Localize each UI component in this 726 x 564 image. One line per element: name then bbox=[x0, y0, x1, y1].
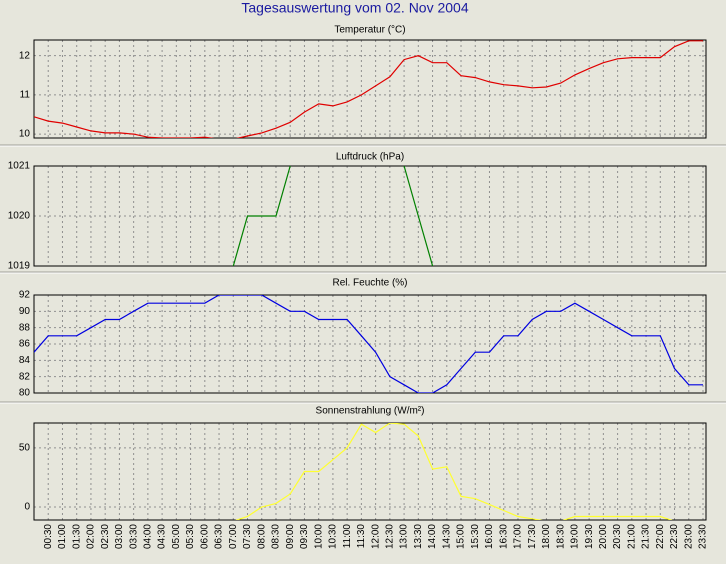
x-tick-label: 00:30 bbox=[43, 524, 54, 549]
x-tick-label: 15:00 bbox=[456, 524, 467, 549]
x-tick-label: 05:00 bbox=[171, 524, 182, 549]
y-tick-label: 86 bbox=[19, 339, 31, 350]
y-tick-label: 90 bbox=[19, 306, 31, 317]
plot-frame bbox=[33, 39, 707, 139]
y-tick-label: 10 bbox=[19, 129, 31, 140]
x-tick-label: 16:00 bbox=[484, 524, 495, 549]
x-tick-label: 16:30 bbox=[498, 524, 509, 549]
x-tick-label: 03:00 bbox=[114, 524, 125, 549]
y-tick-label: 84 bbox=[19, 355, 31, 366]
x-tick-label: 23:00 bbox=[683, 524, 694, 549]
x-tick-label: 07:30 bbox=[242, 524, 253, 549]
x-tick-label: 12:30 bbox=[384, 524, 395, 549]
panel-title: Sonnenstrahlung (W/m²) bbox=[316, 406, 425, 417]
y-tick-label: 82 bbox=[19, 371, 31, 382]
x-tick-label: 17:00 bbox=[513, 524, 524, 549]
data-line bbox=[34, 295, 703, 393]
x-tick-label: 12:00 bbox=[370, 524, 381, 549]
y-tick-label: 11 bbox=[20, 90, 31, 101]
x-tick-label: 06:00 bbox=[199, 524, 210, 549]
x-tick-label: 02:30 bbox=[100, 524, 111, 549]
x-tick-label: 01:30 bbox=[71, 524, 82, 549]
x-tick-label: 04:30 bbox=[157, 524, 168, 549]
x-tick-label: 01:00 bbox=[57, 524, 68, 549]
x-tick-label: 10:00 bbox=[313, 524, 324, 549]
x-tick-label: 08:00 bbox=[256, 524, 267, 549]
x-tick-label: 02:00 bbox=[86, 524, 97, 549]
y-tick-label: 50 bbox=[19, 442, 31, 453]
x-tick-label: 19:30 bbox=[584, 524, 595, 549]
x-tick-label: 17:30 bbox=[527, 524, 538, 549]
y-tick-label: 92 bbox=[19, 290, 31, 301]
y-tick-label: 1020 bbox=[8, 211, 31, 222]
x-tick-label: 21:30 bbox=[641, 524, 652, 549]
main-title: Tagesauswertung vom 02. Nov 2004 bbox=[241, 0, 468, 16]
x-tick-label: 20:30 bbox=[612, 524, 623, 549]
x-tick-label: 11:00 bbox=[342, 524, 353, 549]
x-tick-label: 19:00 bbox=[570, 524, 581, 549]
y-tick-label: 88 bbox=[19, 322, 31, 333]
panel-title: Temperatur (°C) bbox=[334, 25, 405, 36]
x-tick-label: 23:30 bbox=[698, 524, 709, 549]
y-tick-label: 12 bbox=[19, 50, 31, 61]
x-tick-label: 04:00 bbox=[143, 524, 154, 549]
x-tick-label: 21:00 bbox=[626, 524, 637, 549]
x-tick-label: 13:30 bbox=[413, 524, 424, 549]
plot-frame bbox=[33, 165, 707, 267]
y-tick-label: 80 bbox=[19, 388, 31, 399]
x-tick-label: 11:30 bbox=[356, 524, 367, 549]
x-tick-label: 14:30 bbox=[441, 524, 452, 549]
x-tick-label: 14:00 bbox=[427, 524, 438, 549]
x-tick-label: 13:00 bbox=[399, 524, 410, 549]
data-line bbox=[235, 423, 673, 520]
x-tick-label: 07:00 bbox=[228, 524, 239, 549]
x-tick-label: 05:30 bbox=[185, 524, 196, 549]
panel-title: Luftdruck (hPa) bbox=[336, 152, 404, 163]
data-line bbox=[34, 40, 703, 138]
x-tick-label: 22:00 bbox=[655, 524, 666, 549]
x-tick-label: 10:30 bbox=[328, 524, 339, 549]
x-tick-label: 22:30 bbox=[669, 524, 680, 549]
x-tick-label: 15:30 bbox=[470, 524, 481, 549]
x-tick-label: 09:30 bbox=[299, 524, 310, 549]
x-tick-label: 18:00 bbox=[541, 524, 552, 549]
x-tick-label: 08:30 bbox=[271, 524, 282, 549]
y-tick-label: 1021 bbox=[8, 161, 31, 172]
panel-title: Rel. Feuchte (%) bbox=[332, 278, 407, 289]
x-tick-label: 03:30 bbox=[128, 524, 139, 549]
x-tick-label: 09:00 bbox=[285, 524, 296, 549]
plot-frame bbox=[33, 294, 707, 394]
x-tick-label: 18:30 bbox=[555, 524, 566, 549]
y-tick-label: 1019 bbox=[8, 261, 31, 272]
y-tick-label: 0 bbox=[24, 502, 30, 513]
x-tick-label: 20:00 bbox=[598, 524, 609, 549]
x-tick-label: 06:30 bbox=[214, 524, 225, 549]
plot-frame bbox=[33, 422, 707, 521]
